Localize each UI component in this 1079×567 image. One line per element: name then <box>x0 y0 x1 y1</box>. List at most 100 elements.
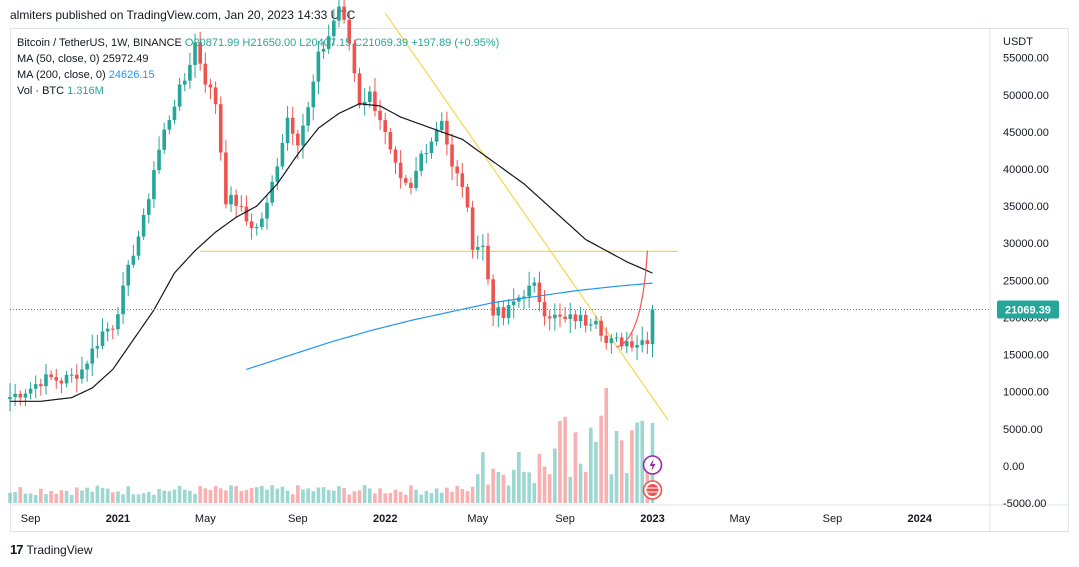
candle-body <box>121 285 125 315</box>
candle-body <box>455 166 459 174</box>
candle-body <box>100 331 105 347</box>
volume-bar <box>537 453 542 503</box>
volume-bar <box>285 490 290 503</box>
volume-bar <box>465 491 470 503</box>
volume-bar <box>229 485 233 503</box>
candle-body <box>326 36 331 49</box>
candle-body <box>635 344 639 348</box>
time-axis-tick: 2022 <box>373 513 397 525</box>
volume-bar <box>316 487 321 503</box>
volume-bar <box>8 492 12 503</box>
candle-body <box>198 42 202 64</box>
ma50-line <box>10 103 653 402</box>
time-axis-tick: Sep <box>823 513 843 525</box>
candle-body <box>558 314 562 317</box>
candle-body <box>239 205 244 207</box>
volume-bar <box>290 494 295 503</box>
volume-bar <box>614 430 619 503</box>
candle-body <box>619 337 624 347</box>
candle-body <box>589 324 593 326</box>
candle-body <box>501 307 506 319</box>
volume-bar <box>501 474 506 503</box>
volume-bar <box>321 487 326 503</box>
tradingview-logo-icon: 17 <box>10 542 24 557</box>
candle-body <box>491 279 495 316</box>
volume-bar <box>64 490 69 503</box>
time-axis-tick: Sep <box>21 513 41 525</box>
candle-body <box>347 19 352 44</box>
candle-body <box>465 186 470 208</box>
candle-body <box>193 42 197 65</box>
volume-bar <box>609 474 614 503</box>
volume-bar <box>141 493 146 503</box>
volume-bar <box>301 489 305 503</box>
volume-bar <box>439 492 444 503</box>
legend-ma50-row: MA (50, close, 0) 25972.49 <box>17 51 499 67</box>
lightning-icon <box>649 459 656 471</box>
volume-bar <box>213 485 218 503</box>
volume-bar <box>260 485 264 503</box>
candle-body <box>368 91 372 103</box>
volume-bar <box>332 490 336 503</box>
legend-symbol: Bitcoin / TetherUS, 1W, BINANCE <box>17 37 182 49</box>
volume-bar <box>578 463 583 503</box>
flag-us-icon <box>646 484 659 496</box>
time-axis-tick: Sep <box>555 513 575 525</box>
candle-body <box>481 245 485 247</box>
time-axis-tick: Sep <box>288 513 308 525</box>
volume-bar <box>18 487 23 503</box>
candle-body <box>116 314 120 330</box>
volume-bar <box>419 494 423 503</box>
volume-bar <box>265 489 269 503</box>
volume-bar <box>434 488 439 503</box>
candle-body <box>301 125 305 146</box>
volume-bar <box>270 485 274 503</box>
volume-bar <box>496 471 501 503</box>
volume-bar <box>398 491 403 503</box>
last-price-tag-bg <box>997 300 1059 319</box>
candle-body <box>136 236 141 256</box>
candle-body <box>409 182 413 188</box>
volume-bar <box>368 488 372 503</box>
candle-body <box>275 166 280 182</box>
volume-bar <box>234 486 238 503</box>
candle-body <box>8 396 12 400</box>
time-axis-tick: May <box>195 513 216 525</box>
candle-body <box>342 6 346 20</box>
volume-bar <box>362 485 367 503</box>
price-axis-tick: 0.00 <box>1003 461 1024 473</box>
volume-bar <box>75 487 79 503</box>
volume-bar <box>275 488 280 503</box>
price-axis-tick: 10000.00 <box>1003 387 1049 399</box>
time-axis-tick: 2023 <box>640 513 664 525</box>
volume-bar <box>44 494 48 503</box>
price-axis-tick: 50000.00 <box>1003 90 1049 102</box>
volume-bar <box>95 485 100 503</box>
candle-body <box>75 374 79 379</box>
volume-bar <box>157 488 161 503</box>
volume-bar <box>517 451 521 503</box>
volume-bar <box>594 442 598 503</box>
price-axis-tick: 30000.00 <box>1003 238 1049 250</box>
candle-body <box>167 119 172 130</box>
footer-brand[interactable]: 17 TradingView <box>10 542 93 557</box>
candle-body <box>249 221 254 229</box>
volume-bar <box>121 494 125 503</box>
candle-body <box>609 338 614 343</box>
candle-body <box>522 296 526 298</box>
time-axis-tick: 2021 <box>106 513 130 525</box>
candle-body <box>332 20 336 37</box>
time-axis-tick: 2024 <box>908 513 933 525</box>
volume-bar <box>59 490 64 503</box>
candle-body <box>583 314 588 326</box>
volume-bar <box>388 492 393 503</box>
candle-body <box>352 43 357 74</box>
ma200-line <box>246 282 653 370</box>
volume-bar <box>311 491 316 503</box>
candle-body <box>625 341 629 347</box>
candle-body <box>49 374 53 378</box>
volume-bar <box>568 476 573 503</box>
candle-body <box>265 202 269 219</box>
candle-body <box>599 320 603 336</box>
